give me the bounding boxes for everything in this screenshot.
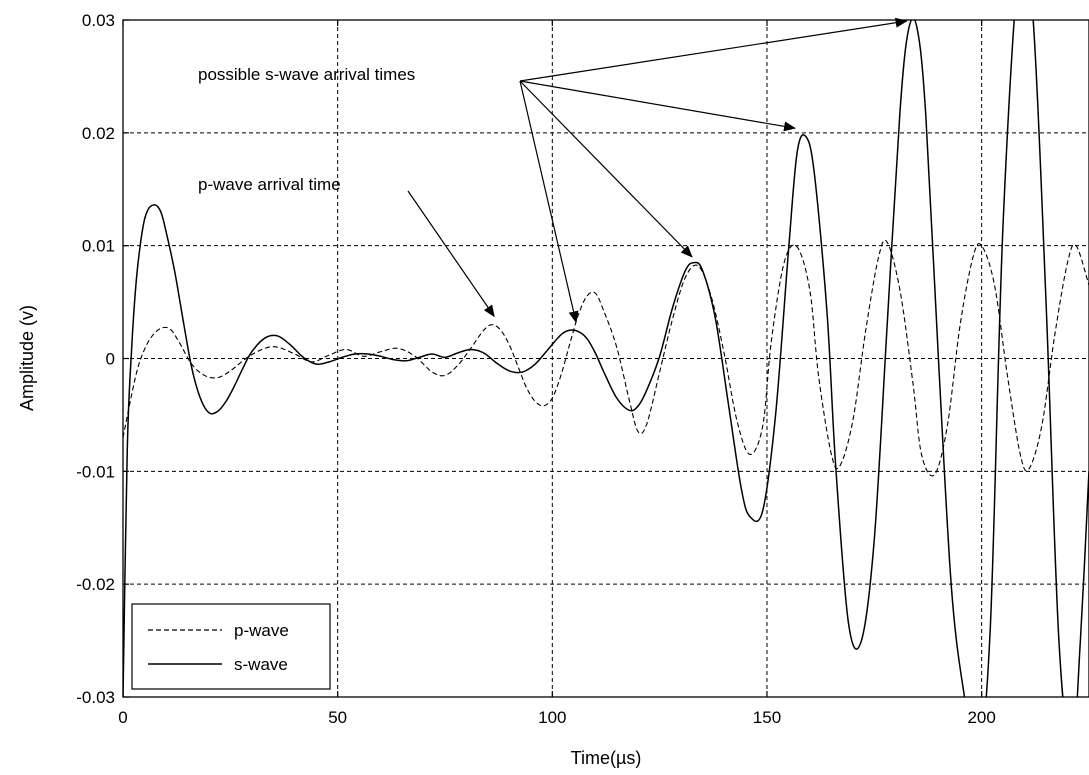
- x-tick-label: 150: [753, 708, 781, 727]
- y-tick-label: 0.03: [82, 11, 115, 30]
- ticks: 0 50 100 150 200 -0.03 -0.02 -0.01 0 0.01 0.02 0.03: [76, 11, 996, 727]
- series-layer: [123, 20, 1089, 697]
- x-tick-label: 100: [538, 708, 566, 727]
- legend-label-s-wave: s-wave: [234, 655, 288, 674]
- annotation-s-wave-arrivals: possible s-wave arrival times: [198, 65, 415, 84]
- legend-box: [131, 603, 331, 690]
- annotation-arrow: [519, 80, 797, 132]
- annotations: possible s-wave arrival times p-wave arri…: [198, 17, 908, 324]
- series-line-p-wave: [123, 239, 1089, 477]
- y-tick-label: -0.02: [76, 575, 115, 594]
- y-tick-label: 0.01: [82, 237, 115, 256]
- annotation-arrow: [519, 17, 908, 82]
- annotation-arrow: [407, 190, 495, 318]
- y-tick-label: 0.02: [82, 124, 115, 143]
- annotation-arrow: [519, 80, 693, 258]
- grid: [123, 20, 1089, 697]
- x-tick-label: 50: [328, 708, 347, 727]
- x-tick-label: 0: [118, 708, 127, 727]
- y-tick-label: -0.01: [76, 462, 115, 481]
- legend-label-p-wave: p-wave: [234, 621, 289, 640]
- annotation-p-wave-arrival: p-wave arrival time: [198, 175, 341, 194]
- y-tick-label: -0.03: [76, 688, 115, 707]
- series-line-s-wave: [123, 20, 1089, 697]
- x-axis-label: Time(µs): [571, 748, 642, 768]
- legend: p-wave s-wave: [131, 603, 331, 690]
- annotation-arrow: [519, 80, 579, 324]
- y-tick-label: 0: [106, 350, 115, 369]
- x-tick-label: 200: [967, 708, 995, 727]
- y-axis-label: Amplitude (v): [17, 305, 37, 411]
